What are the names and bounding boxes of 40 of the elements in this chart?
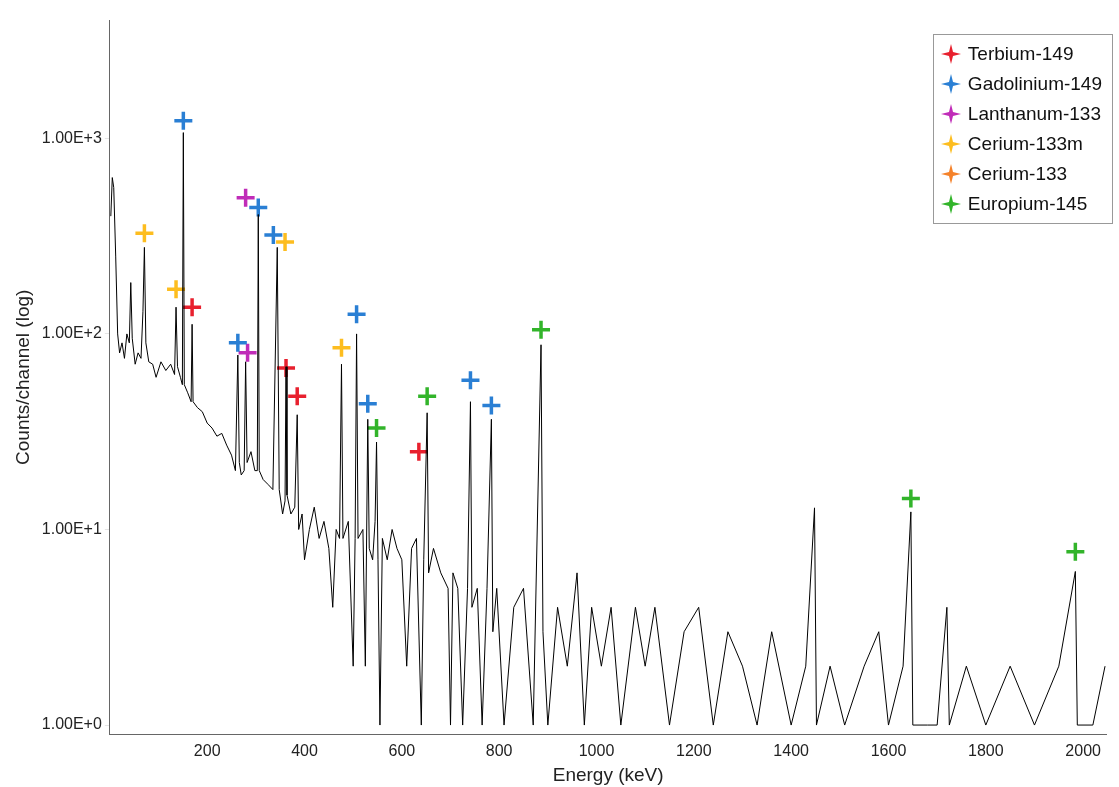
point: [345, 303, 368, 326]
point: [247, 196, 270, 219]
legend-label: Europium-145: [967, 193, 1088, 215]
y-axis-title: Counts/channel (log): [11, 289, 33, 465]
point: [227, 332, 249, 354]
point: [236, 342, 259, 364]
legend-label: Cerium-133m: [967, 133, 1083, 155]
legend-label: Cerium-133: [967, 163, 1068, 185]
x-tick-label: 1400: [773, 742, 810, 760]
point: [172, 110, 195, 132]
point: [480, 394, 503, 417]
point: [262, 224, 285, 246]
x-tick-label: 400: [291, 742, 318, 760]
x-tick-label: 600: [388, 742, 416, 760]
y-tick-label: 1.00E+0: [41, 715, 102, 733]
y-tick-label: 1.00E+1: [41, 519, 102, 537]
point: [357, 392, 379, 415]
point: [416, 385, 438, 407]
point: [133, 222, 156, 245]
point: [234, 186, 257, 209]
point: [530, 319, 552, 341]
legend-label: Gadolinium-149: [967, 73, 1102, 95]
point: [459, 369, 482, 391]
point: [286, 385, 308, 407]
x-axis-title: Energy (keV): [552, 763, 664, 785]
legend-label: Terbium-149: [967, 43, 1074, 65]
point: [900, 487, 922, 510]
legend-label: Lanthanum-133: [967, 103, 1101, 125]
x-tick-label: 1200: [676, 742, 712, 760]
x-tick-label: 800: [485, 742, 513, 760]
x-tick-label: 1800: [968, 742, 1004, 760]
point: [330, 336, 353, 359]
x-tick-label: 2000: [1065, 742, 1102, 760]
point: [274, 231, 296, 253]
y-tick-label: 1.00E+2: [41, 324, 102, 342]
x-tick-label: 1000: [578, 742, 615, 760]
point: [1064, 540, 1087, 563]
x-tick-label: 1600: [870, 742, 907, 760]
x-tick-label: 200: [193, 742, 221, 760]
y-tick-label: 1.00E+3: [41, 128, 102, 146]
